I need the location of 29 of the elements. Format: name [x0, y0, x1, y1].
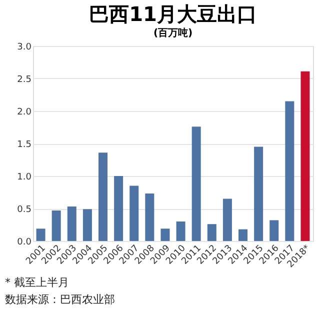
bar	[82, 209, 92, 241]
source-note: 数据来源：巴西农业部	[5, 293, 115, 306]
bar	[285, 101, 294, 241]
bar	[270, 220, 279, 241]
chart-subtitle: (百万吨)	[153, 27, 193, 39]
bar	[98, 152, 108, 241]
bar	[207, 224, 216, 241]
bar	[130, 186, 139, 241]
bar	[160, 228, 170, 241]
bar	[52, 210, 61, 241]
y-tick-label: 0.5	[17, 205, 32, 215]
y-tick-label: 1.0	[17, 172, 32, 182]
y-tick-label: 3.0	[17, 42, 32, 52]
bar	[254, 146, 264, 241]
y-tick-label: 0.0	[17, 238, 32, 248]
bar	[300, 71, 310, 241]
chart-title: 巴西11月大豆出口	[89, 2, 257, 26]
bar	[145, 194, 154, 241]
bar	[222, 198, 232, 241]
bar	[114, 176, 124, 241]
bar	[192, 126, 201, 241]
bar	[67, 206, 76, 241]
y-tick-label: 2.5	[17, 75, 32, 85]
bar	[238, 229, 248, 241]
bar	[36, 228, 46, 241]
y-tick-label: 1.5	[17, 140, 32, 150]
bar	[176, 222, 186, 241]
y-tick-label: 2.0	[17, 108, 32, 118]
text: * 截至上半月	[5, 276, 69, 289]
